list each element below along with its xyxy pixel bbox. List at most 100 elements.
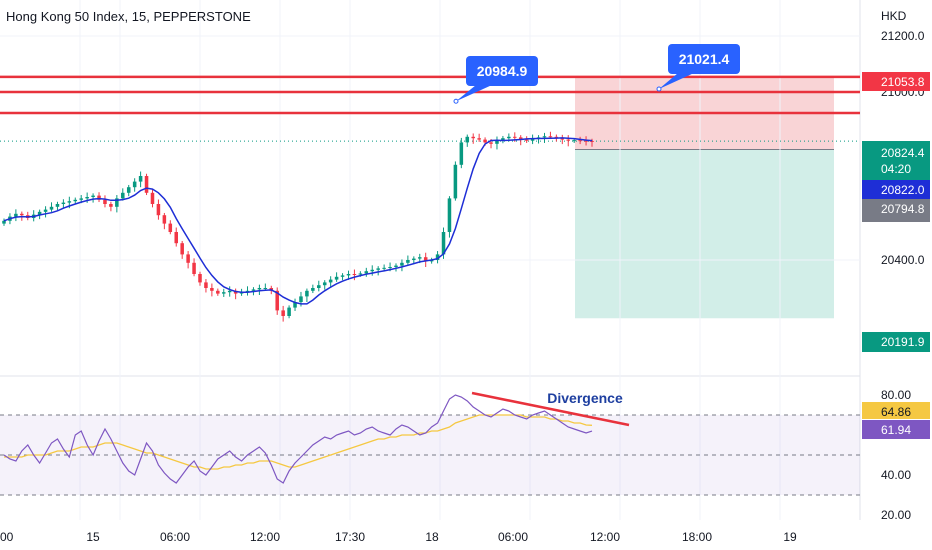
candle-body-91 — [542, 136, 547, 138]
candle-body-8 — [49, 206, 54, 210]
candle-body-62 — [370, 269, 375, 272]
price-tag-label-stop: 21053.8 — [881, 75, 925, 89]
rsi-tick-1: 40.00 — [881, 468, 911, 482]
candle-body-17 — [103, 199, 107, 204]
currency-label: HKD — [881, 9, 907, 23]
candle-body-33 — [198, 274, 202, 283]
candle-body-35 — [210, 288, 214, 291]
chart-title: Hong Kong 50 Index, 15, PEPPERSTONE — [6, 9, 251, 24]
callout-dot-1 — [656, 86, 662, 92]
candle-body-36 — [216, 290, 220, 294]
callout-label-0: 20984.9 — [477, 63, 528, 79]
candle-body-2 — [14, 213, 18, 217]
candle-body-12 — [73, 199, 78, 202]
price-tag-entry — [862, 199, 930, 222]
candle-body-47 — [281, 310, 285, 316]
rsi-ma-tag-label: 64.86 — [881, 405, 911, 419]
resistance-lines — [0, 75, 860, 142]
candle-body-16 — [97, 195, 101, 200]
candle-body-29 — [174, 232, 179, 244]
time-tick-6: 06:00 — [498, 530, 528, 544]
candle-body-25 — [150, 192, 155, 204]
callout-dot-0 — [453, 98, 459, 104]
candle-body-10 — [61, 202, 66, 204]
candle-body-18 — [109, 204, 113, 207]
candle-body-22 — [132, 181, 137, 188]
candle-body-58 — [346, 274, 351, 276]
candle-body-34 — [204, 282, 208, 288]
price-tag-label-ma: 20822.0 — [881, 183, 925, 197]
price-tag-stop — [862, 72, 930, 91]
rsi-ma-tag-box — [862, 402, 930, 419]
candle-body-3 — [20, 213, 24, 216]
candle-body-56 — [334, 276, 339, 280]
candle-body-63 — [376, 268, 380, 270]
time-tick-8: 18:00 — [682, 530, 712, 544]
price-tag-label-last: 20824.4 — [881, 146, 925, 160]
price-tag-label-entry: 20794.8 — [881, 202, 925, 216]
callout-box-0 — [466, 56, 538, 86]
candle-body-49 — [293, 302, 297, 308]
time-axis: :00 15 06:00 12:00 17:30 18 06:00 12:00 18:00 19 — [0, 530, 797, 544]
candle-body-52 — [311, 288, 315, 291]
candle-body-84 — [501, 138, 505, 141]
candle-body-26 — [156, 204, 161, 216]
candle-body-73 — [435, 254, 440, 260]
candle-body-65 — [388, 267, 392, 268]
candle-body-11 — [67, 201, 72, 203]
price-tag-label-target: 20191.9 — [881, 335, 925, 349]
candle-body-32 — [192, 262, 196, 274]
candle-body-31 — [186, 254, 190, 263]
candle-body-50 — [299, 296, 303, 302]
candle-body-15 — [91, 195, 95, 197]
price-tag-ma — [862, 180, 930, 199]
candle-body-28 — [168, 223, 173, 232]
divergence-line — [471, 391, 630, 427]
callout-box-1 — [668, 44, 740, 74]
candle-body-0 — [2, 220, 6, 224]
candle-body-53 — [317, 285, 321, 288]
candle-body-24 — [144, 176, 149, 193]
candle-body-48 — [287, 307, 291, 316]
divergence-label: Divergence — [547, 390, 623, 406]
rsi-tick-0: 80.00 — [881, 388, 911, 402]
candle-body-85 — [507, 136, 511, 139]
candle-body-66 — [394, 265, 398, 267]
candle-body-79 — [471, 136, 475, 139]
rsi-pane: Divergence — [0, 390, 860, 496]
price-tag-target — [862, 332, 930, 352]
time-tick-1: 15 — [86, 530, 100, 544]
candle-body-27 — [162, 215, 167, 224]
price-tick-0: 21200.0 — [881, 29, 925, 43]
candle-body-92 — [548, 136, 553, 138]
time-tick-2: 06:00 — [160, 530, 190, 544]
candle-body-88 — [524, 139, 529, 141]
time-tick-0: :00 — [0, 530, 14, 544]
candle-body-61 — [364, 271, 369, 274]
candle-body-14 — [85, 197, 89, 199]
callout-label-1: 21021.4 — [679, 51, 730, 67]
candle-body-89 — [530, 139, 535, 141]
candle-body-42 — [251, 289, 256, 291]
price-callouts: 20984.9 21021.4 — [453, 44, 740, 104]
candle-body-9 — [55, 204, 60, 207]
candle-body-75 — [447, 198, 452, 232]
price-tick-2: 20400.0 — [881, 253, 925, 267]
moving-average-line — [3, 137, 593, 305]
candle-body-76 — [453, 164, 458, 199]
rsi-tick-2: 20.00 — [881, 508, 911, 522]
candle-body-60 — [358, 273, 363, 275]
time-tick-4: 17:30 — [335, 530, 365, 544]
callout-pointer-1 — [659, 73, 694, 90]
moving-average — [3, 137, 593, 305]
price-tag-countdown: 04:20 — [881, 162, 911, 176]
candle-body-43 — [257, 288, 262, 290]
candle-body-46 — [275, 290, 279, 311]
candle-body-6 — [37, 211, 42, 215]
time-tick-9: 19 — [783, 530, 797, 544]
candles — [2, 131, 594, 322]
candle-body-37 — [221, 292, 226, 294]
candle-body-54 — [322, 282, 327, 286]
candle-body-97 — [578, 140, 582, 142]
